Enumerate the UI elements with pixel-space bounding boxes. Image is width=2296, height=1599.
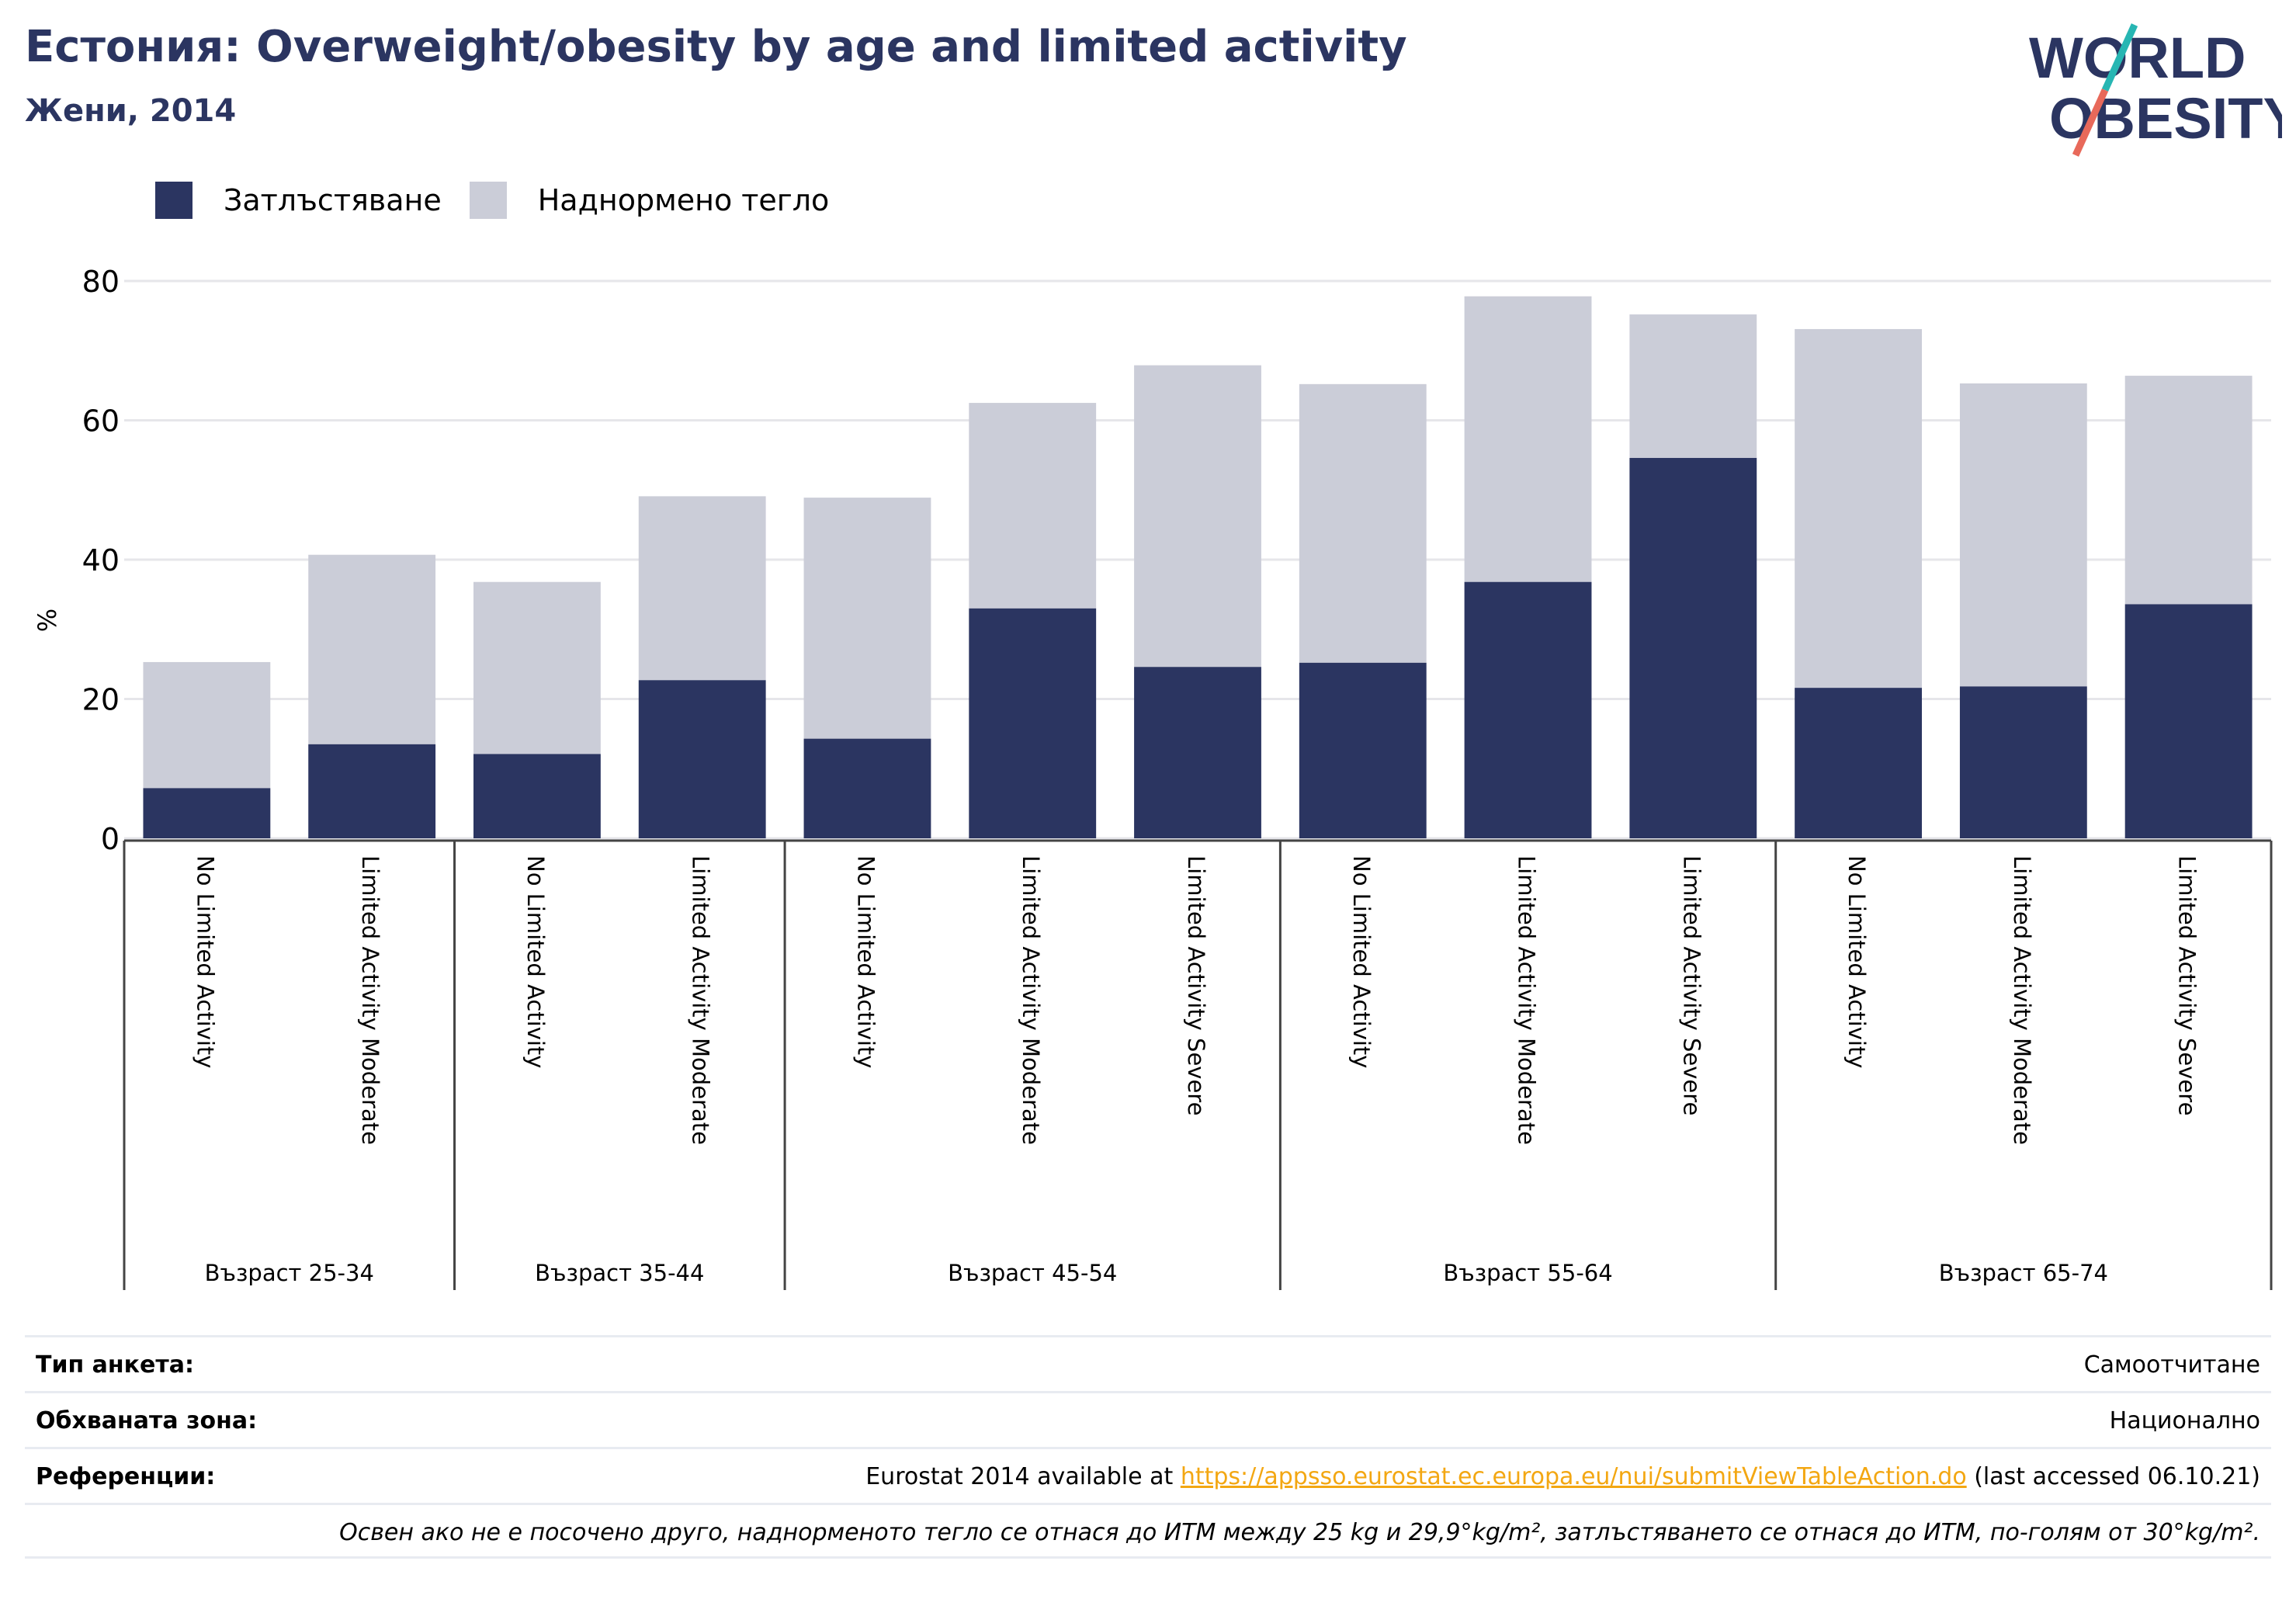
bar-overweight [1299,383,1427,663]
bar-overweight [803,498,931,739]
references-link[interactable]: https://appsso.eurostat.ec.europa.eu/nui… [1180,1463,1967,1490]
bar-obesity [803,738,931,838]
x-category-label: No Limited Activity [192,855,218,1068]
x-category-label: Limited Activity Moderate [357,855,383,1145]
info-table: Тип анкета: Самоотчитане Обхваната зона:… [25,1335,2271,1559]
bar-obesity [1795,688,1922,838]
bar-overweight [2124,376,2253,605]
x-category-label: No Limited Activity [522,855,549,1068]
logo-line1: WORLD [2029,26,2246,90]
x-group-label: Възраст 45-54 [948,1260,1117,1286]
bar-overweight [1959,383,2087,687]
x-group-label: Възраст 35-44 [535,1260,704,1286]
x-category-label: Limited Activity Severe [2174,855,2201,1115]
y-tick-label: 40 [82,543,120,578]
y-axis-label: % [33,609,62,632]
references-suffix: (last accessed 06.10.21) [1966,1463,2260,1490]
chart-subtitle: Жени, 2014 [25,93,237,129]
bar-overweight [473,581,601,754]
survey-type-label: Тип анкета: [36,1351,194,1379]
legend-swatch-obesity [155,182,192,219]
legend-item-obesity[interactable]: Затлъстяване [155,182,442,219]
coverage-value: Национално [2109,1407,2260,1434]
bar-obesity [1959,686,2087,838]
references-label: Референции: [36,1463,216,1490]
info-row-references: Референции: Eurostat 2014 available at h… [25,1447,2271,1503]
info-row-coverage: Обхваната зона: Национално [25,1391,2271,1447]
bar-obesity [638,680,766,838]
bar-obesity [473,754,601,838]
bar-overweight [638,496,766,681]
x-group-label: Възраст 65-74 [1939,1260,2108,1286]
bar-overweight [1464,296,1592,582]
bar-obesity [969,608,1097,838]
definition-note: Освен ако не е посочено друго, наднормен… [339,1519,2260,1546]
world-obesity-logo: WORLD OBESITY [2029,23,2282,157]
x-category-label: No Limited Activity [1348,855,1375,1068]
bar-overweight [308,554,436,744]
chart-title: Естония: Overweight/obesity by age and l… [25,22,1407,72]
x-category-label: Limited Activity Moderate [688,855,714,1145]
stacked-bar-chart: 0 20 40 60 80% No Limited Activity Limited Act… [33,265,2273,1290]
x-category-label: Limited Activity Moderate [1514,855,1540,1145]
bar-obesity [1299,662,1427,838]
bar-overweight [143,661,271,789]
y-tick-label: 80 [82,265,120,299]
info-row-note: Освен ако не е посочено друго, наднормен… [25,1503,2271,1559]
x-category-label: No Limited Activity [1843,855,1870,1068]
y-tick-label: 20 [82,683,120,717]
y-tick-label: 0 [101,822,120,856]
references-prefix: Eurostat 2014 available at [865,1463,1181,1490]
references-value: Eurostat 2014 available at https://appss… [865,1463,2260,1490]
bar-obesity [308,744,436,838]
legend: Затлъстяване Наднормено тегло [155,177,857,224]
survey-type-value: Самоотчитане [2083,1351,2260,1379]
bar-obesity [1629,457,1757,838]
info-row-survey-type: Тип анкета: Самоотчитане [25,1335,2271,1391]
coverage-label: Обхваната зона: [36,1407,258,1434]
bar-overweight [1629,314,1757,458]
bar-obesity [143,788,271,838]
bar-obesity [1464,581,1592,838]
bar-obesity [2124,604,2253,838]
legend-label-overweight: Наднормено тегло [537,183,830,217]
x-category-label: Limited Activity Moderate [1018,855,1044,1145]
logo-line2: OBESITY [2049,86,2282,151]
legend-item-overweight[interactable]: Наднормено тегло [469,182,830,219]
bar-obesity [1134,667,1261,838]
x-category-label: No Limited Activity [852,855,879,1068]
x-group-label: Възраст 55-64 [1443,1260,1612,1286]
x-category-label: Limited Activity Severe [1183,855,1209,1115]
y-tick-label: 60 [82,404,120,439]
bar-overweight [969,403,1097,609]
bar-overweight [1134,365,1261,668]
legend-swatch-overweight [469,182,507,219]
bar-overweight [1795,328,1922,689]
legend-label-obesity: Затлъстяване [224,183,442,217]
x-group-label: Възраст 25-34 [205,1260,374,1286]
x-category-label: Limited Activity Severe [1678,855,1705,1115]
x-category-label: Limited Activity Moderate [2009,855,2035,1145]
